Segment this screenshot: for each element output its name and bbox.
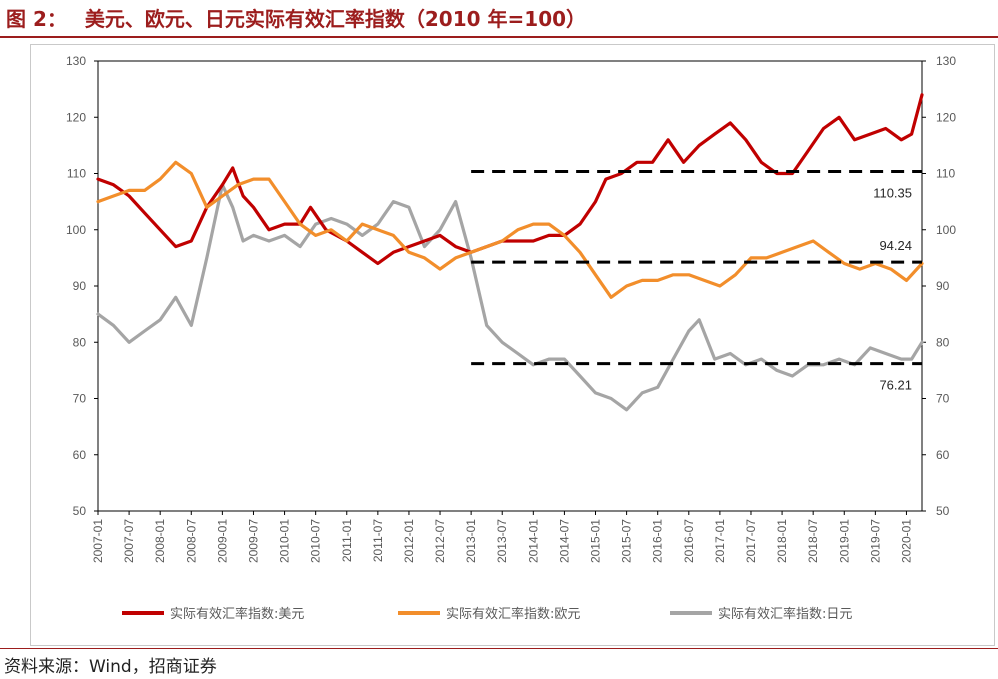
chart-frame — [30, 44, 995, 646]
x-tick-label: 2010-01 — [278, 519, 292, 563]
y-axis-right: 50 60 70 80 90 100 110 120 130 — [922, 54, 956, 518]
y-axis-left: 50 60 70 80 90 100 110 120 130 — [66, 54, 98, 518]
y-tick-label-right: 120 — [936, 110, 956, 124]
y-tick-label-right: 60 — [936, 448, 950, 462]
x-tick-label: 2010-07 — [309, 519, 323, 563]
x-tick-label: 2011-01 — [340, 519, 354, 562]
y-tick-label-right: 90 — [936, 279, 950, 293]
y-tick-label-left: 50 — [73, 504, 87, 518]
y-tick-label-right: 130 — [936, 54, 956, 68]
legend: 实际有效汇率指数:美元 实际有效汇率指数:欧元 实际有效汇率指数:日元 — [122, 606, 852, 622]
x-tick-label: 2008-07 — [184, 519, 198, 563]
x-tick-label: 2011-07 — [371, 519, 385, 562]
x-axis: 2007-01 2007-07 2008-01 2008-07 2009-01 2009-… — [91, 511, 913, 563]
reference-label: 94.24 — [879, 238, 912, 253]
x-tick-label: 2008-01 — [153, 519, 167, 563]
x-tick-label: 2014-01 — [526, 519, 540, 563]
y-tick-label-right: 70 — [936, 392, 950, 406]
y-tick-label-left: 130 — [66, 54, 86, 68]
y-tick-label-right: 100 — [936, 223, 956, 237]
x-tick-label: 2007-07 — [122, 519, 136, 563]
series-line-0 — [96, 93, 924, 266]
series-line-2 — [96, 183, 924, 412]
legend-label: 实际有效汇率指数:日元 — [718, 606, 852, 622]
x-tick-label: 2016-01 — [651, 519, 665, 563]
x-tick-label: 2013-07 — [495, 519, 509, 563]
x-tick-label: 2009-01 — [215, 519, 229, 563]
title-rule — [0, 36, 998, 38]
y-tick-label-left: 70 — [73, 392, 87, 406]
legend-label: 实际有效汇率指数:美元 — [170, 606, 304, 622]
plot-border — [97, 60, 923, 512]
x-tick-label: 2020-01 — [899, 519, 913, 563]
x-tick-label: 2009-07 — [246, 519, 260, 563]
legend-label: 实际有效汇率指数:欧元 — [446, 606, 580, 622]
x-tick-label: 2015-01 — [589, 519, 603, 563]
y-tick-label-right: 80 — [936, 335, 950, 349]
y-tick-label-left: 110 — [67, 167, 86, 181]
figure-title: 图 2： 美元、欧元、日元实际有效汇率指数（2010 年=100） — [6, 4, 586, 34]
y-tick-label-left: 60 — [73, 448, 87, 462]
reference-lines: 110.35 94.24 76.21 — [471, 170, 922, 393]
y-tick-label-left: 120 — [66, 110, 86, 124]
reference-label: 76.21 — [879, 378, 912, 393]
series-lines — [96, 93, 924, 412]
x-tick-label: 2007-01 — [91, 519, 105, 563]
figure-title-text: 美元、欧元、日元实际有效汇率指数（2010 年=100） — [84, 7, 587, 31]
x-tick-label: 2012-07 — [433, 519, 447, 563]
x-tick-label: 2018-07 — [806, 519, 820, 563]
x-tick-label: 2013-01 — [464, 519, 478, 563]
y-tick-label-left: 100 — [66, 223, 86, 237]
y-tick-label-right: 50 — [936, 504, 950, 518]
x-tick-label: 2016-07 — [682, 519, 696, 563]
y-tick-label-left: 90 — [73, 279, 87, 293]
x-tick-label: 2017-07 — [744, 519, 758, 563]
x-tick-label: 2019-01 — [837, 519, 851, 563]
y-tick-label-left: 80 — [73, 335, 87, 349]
plot-area — [97, 60, 923, 512]
x-tick-label: 2012-01 — [402, 519, 416, 563]
source-note: 资料来源：Wind，招商证券 — [4, 657, 217, 677]
series-line-1 — [96, 160, 924, 299]
x-tick-label: 2018-01 — [775, 519, 789, 563]
x-tick-label: 2017-01 — [713, 519, 727, 563]
source-rule — [0, 648, 998, 649]
figure-label: 图 2： — [6, 7, 67, 31]
x-tick-label: 2014-07 — [557, 519, 571, 563]
x-tick-label: 2019-07 — [868, 519, 882, 563]
x-tick-label: 2015-07 — [620, 519, 634, 563]
y-tick-label-right: 110 — [936, 167, 955, 181]
reference-label: 110.35 — [873, 186, 912, 201]
